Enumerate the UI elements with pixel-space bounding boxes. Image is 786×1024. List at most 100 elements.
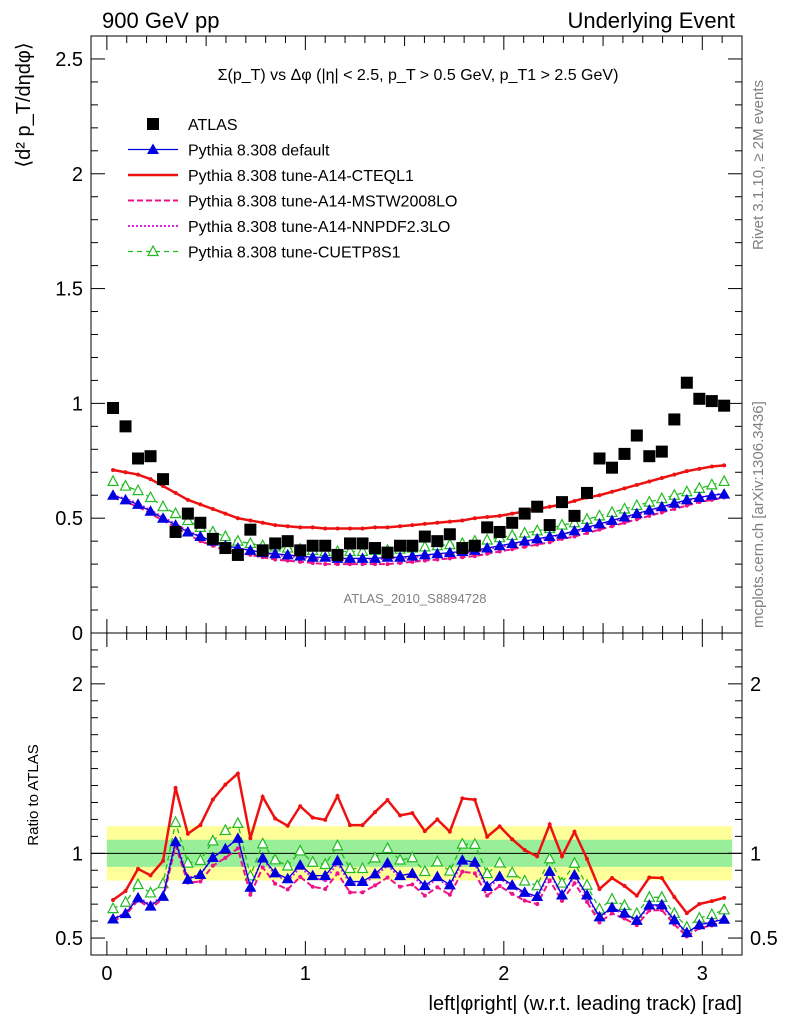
point-mstw xyxy=(647,513,652,518)
ratio-point-cuetp8s1 xyxy=(555,876,568,888)
point-atlas xyxy=(356,537,369,550)
point-default xyxy=(194,530,207,542)
point-atlas xyxy=(181,507,194,520)
ratio-point-mstw xyxy=(273,881,278,886)
point-mstw xyxy=(422,558,427,563)
ratio-point-mstw xyxy=(260,865,265,870)
ratio-point-cteql1 xyxy=(584,856,589,861)
ratio-point-mstw xyxy=(198,879,203,884)
ratio-point-mstw xyxy=(535,902,540,907)
point-atlas xyxy=(718,399,731,412)
point-cteql1 xyxy=(709,464,714,469)
point-atlas xyxy=(481,521,494,534)
point-atlas xyxy=(119,420,132,433)
ratio-point-mstw xyxy=(597,920,602,925)
point-atlas xyxy=(518,507,531,520)
legend-entry-default: Pythia 8.308 default xyxy=(128,143,330,160)
point-mstw xyxy=(584,531,589,536)
point-default xyxy=(119,493,132,505)
point-cuetp8s1 xyxy=(705,478,718,490)
point-atlas xyxy=(555,496,568,509)
point-atlas xyxy=(655,445,668,458)
ratio-point-default xyxy=(344,875,357,887)
ratio-point-default xyxy=(132,891,145,903)
legend-label-nnpdf: Pythia 8.308 tune-A14-NNPDF2.3LO xyxy=(188,219,450,236)
point-default xyxy=(668,497,681,508)
main-data-layer xyxy=(107,376,731,567)
ratio-point-mstw xyxy=(398,884,403,889)
ratio-series-cteql1 xyxy=(111,771,727,916)
point-default xyxy=(618,511,631,522)
point-cteql1 xyxy=(472,516,477,521)
ratio-point-cteql1 xyxy=(672,895,677,900)
point-mstw xyxy=(398,560,403,565)
ratio-point-mstw xyxy=(235,846,240,851)
x-tick-label: 3 xyxy=(697,963,708,985)
point-cuetp8s1 xyxy=(107,474,120,487)
legend-entry-cteql1: Pythia 8.308 tune-A14-CTEQL1 xyxy=(128,168,414,185)
ratio-point-default xyxy=(568,868,581,880)
point-cteql1 xyxy=(260,520,265,525)
main-axis-ticks: 0 0.5 1 1.5 2 2.5 xyxy=(55,35,742,645)
point-cuetp8s1 xyxy=(219,529,232,542)
point-cteql1 xyxy=(210,507,215,512)
ratio-point-cuetp8s1 xyxy=(580,878,593,890)
point-cteql1 xyxy=(385,525,390,530)
ratio-point-mstw xyxy=(497,884,502,889)
point-atlas xyxy=(456,542,469,555)
point-default xyxy=(244,544,257,555)
point-mstw xyxy=(447,556,452,561)
ratio-point-default xyxy=(418,879,431,891)
point-default xyxy=(493,539,506,551)
side-label-top: Rivet 3.1.10, ≥ 2M events xyxy=(750,80,767,250)
ratio-point-cuetp8s1 xyxy=(506,865,519,878)
ratio-point-cteql1 xyxy=(385,798,390,803)
ratio-point-cuetp8s1 xyxy=(219,823,232,836)
point-default xyxy=(630,507,643,519)
point-cteql1 xyxy=(198,502,203,507)
point-atlas xyxy=(206,532,219,545)
ratio-point-cuetp8s1 xyxy=(468,837,481,849)
ratio-point-default xyxy=(531,890,544,901)
ratio-point-default xyxy=(543,865,556,876)
ratio-point-cteql1 xyxy=(572,829,577,834)
ratio-point-cteql1 xyxy=(659,875,664,880)
point-default xyxy=(605,514,618,525)
point-atlas xyxy=(630,429,643,442)
ratio-point-cteql1 xyxy=(597,886,602,891)
ratio-point-mstw xyxy=(422,893,427,898)
ratio-point-mstw xyxy=(447,892,452,897)
point-cteql1 xyxy=(447,519,452,524)
ratio-point-mstw xyxy=(373,883,378,888)
point-mstw xyxy=(460,555,465,560)
point-default xyxy=(281,548,294,560)
ratio-point-cteql1 xyxy=(198,823,203,828)
point-cteql1 xyxy=(435,520,440,525)
point-cteql1 xyxy=(572,498,577,503)
ratio-point-default xyxy=(468,856,481,867)
ratio-point-cuetp8s1 xyxy=(206,834,219,846)
point-mstw xyxy=(360,562,365,567)
ratio-point-default xyxy=(144,900,157,911)
ratio-point-cuetp8s1 xyxy=(443,864,456,876)
point-atlas xyxy=(431,535,444,548)
point-default xyxy=(680,493,693,505)
point-atlas xyxy=(643,450,656,463)
point-mstw xyxy=(485,551,490,556)
ratio-point-mstw xyxy=(510,891,515,896)
point-default xyxy=(718,488,731,499)
point-cteql1 xyxy=(111,467,116,472)
point-default xyxy=(543,530,556,542)
ratio-point-default xyxy=(231,832,244,843)
point-cteql1 xyxy=(335,526,340,531)
point-default xyxy=(181,525,194,537)
point-default xyxy=(344,552,357,563)
ratio-point-cuetp8s1 xyxy=(381,841,394,854)
ratio-point-mstw xyxy=(248,892,253,897)
series-line-mstw xyxy=(112,496,725,566)
ratio-point-default xyxy=(643,899,656,910)
point-default xyxy=(406,550,419,561)
ratio-point-cuetp8s1 xyxy=(568,856,581,868)
ratio-point-cuetp8s1 xyxy=(531,878,544,891)
ratio-axis-ticks: 0 1 2 3 0.5 0.5 1 1 2 2 xyxy=(55,632,778,985)
